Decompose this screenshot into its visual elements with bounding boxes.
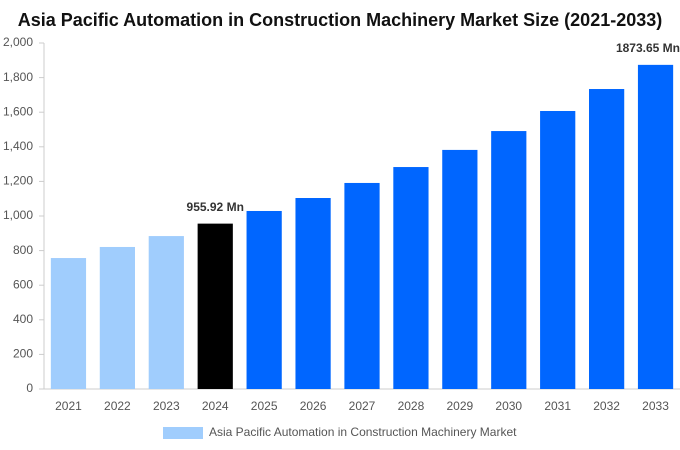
y-tick-label: 1,000 bbox=[3, 208, 33, 222]
value-label: 1873.65 Mn bbox=[616, 41, 680, 55]
bar bbox=[99, 246, 135, 389]
bar bbox=[393, 167, 429, 389]
bar bbox=[589, 89, 625, 389]
x-tick-label: 2026 bbox=[300, 399, 327, 413]
bar bbox=[491, 131, 527, 389]
y-tick-label: 400 bbox=[13, 312, 33, 326]
legend-swatch bbox=[163, 427, 203, 439]
x-tick-label: 2027 bbox=[349, 399, 376, 413]
x-tick-label: 2029 bbox=[446, 399, 473, 413]
x-tick-label: 2030 bbox=[495, 399, 522, 413]
bar bbox=[50, 258, 87, 389]
y-tick-label: 800 bbox=[13, 243, 33, 257]
x-tick-label: 2024 bbox=[202, 399, 229, 413]
y-tick-label: 1,800 bbox=[3, 70, 33, 84]
x-tick-label: 2032 bbox=[593, 399, 620, 413]
x-tick-label: 2023 bbox=[153, 399, 180, 413]
y-tick-label: 600 bbox=[13, 277, 33, 291]
bar bbox=[295, 198, 331, 389]
y-tick-label: 200 bbox=[13, 347, 33, 361]
value-label: 955.92 Mn bbox=[187, 200, 244, 214]
x-tick-label: 2021 bbox=[55, 399, 82, 413]
x-tick-label: 2031 bbox=[544, 399, 571, 413]
bar bbox=[540, 110, 576, 389]
x-tick-label: 2033 bbox=[642, 399, 669, 413]
x-tick-label: 2025 bbox=[251, 399, 278, 413]
y-tick-label: 2,000 bbox=[3, 35, 33, 49]
y-tick-label: 1,200 bbox=[3, 174, 33, 188]
bar bbox=[246, 210, 282, 389]
y-tick-label: 0 bbox=[26, 381, 33, 395]
legend-label: Asia Pacific Automation in Construction … bbox=[209, 425, 517, 439]
bar bbox=[442, 149, 478, 389]
bar bbox=[344, 182, 380, 389]
y-tick-label: 1,600 bbox=[3, 104, 33, 118]
chart-title: Asia Pacific Automation in Construction … bbox=[18, 10, 663, 30]
x-tick-label: 2022 bbox=[104, 399, 131, 413]
bar bbox=[197, 223, 233, 389]
y-tick-label: 1,400 bbox=[3, 139, 33, 153]
x-tick-label: 2028 bbox=[398, 399, 425, 413]
bar bbox=[148, 236, 184, 389]
bar bbox=[637, 64, 674, 389]
